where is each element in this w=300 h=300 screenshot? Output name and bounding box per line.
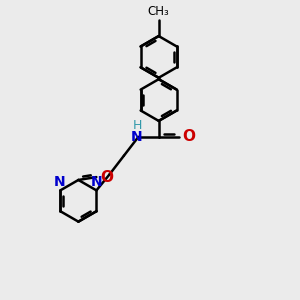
Text: O: O <box>183 129 196 144</box>
Text: N: N <box>131 130 143 144</box>
Text: N: N <box>91 175 102 189</box>
Text: CH₃: CH₃ <box>148 5 170 18</box>
Text: H: H <box>132 118 142 132</box>
Text: N: N <box>54 175 66 189</box>
Text: O: O <box>100 169 113 184</box>
